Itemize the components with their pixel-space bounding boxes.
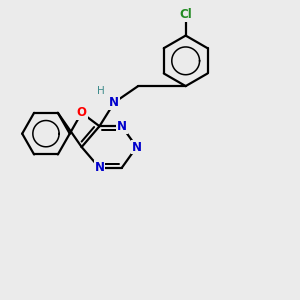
Text: N: N (94, 161, 104, 174)
Text: N: N (109, 96, 119, 109)
Text: N: N (117, 120, 127, 133)
Text: N: N (132, 140, 142, 154)
Text: Cl: Cl (179, 8, 192, 21)
Text: H: H (97, 86, 105, 96)
Text: O: O (76, 106, 87, 119)
